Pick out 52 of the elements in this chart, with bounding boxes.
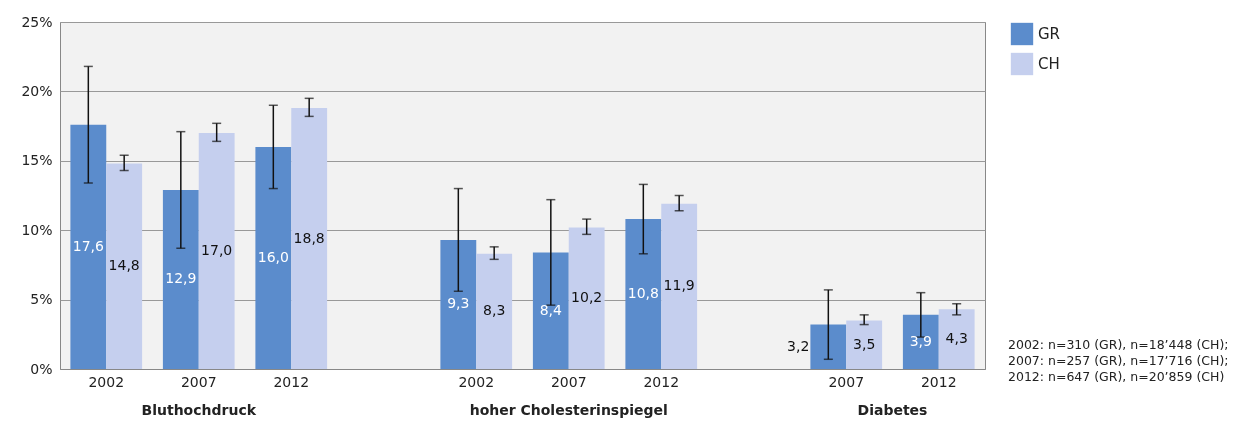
legend-label: CH <box>1038 55 1060 73</box>
data-label: 17,6 <box>72 237 104 254</box>
bar <box>198 133 235 369</box>
legend-label: GR <box>1038 25 1061 43</box>
y-tick-label: 0% <box>30 360 53 377</box>
bar <box>440 239 477 369</box>
x-tick-label: 2007 <box>828 373 865 390</box>
x-tick-label: 2007 <box>180 373 217 390</box>
data-label: 10,8 <box>627 285 659 302</box>
text: 2002: n=310 (GR), n=18’448 (CH); 2007: n=257 (GR), n=17’716 (CH); 2012: n=647 (GR), n=20’859 (CH) <box>1008 337 1229 384</box>
x-tick-label: 2002 <box>88 373 125 390</box>
y-tick-label: 25% <box>21 13 53 30</box>
bar <box>291 108 328 369</box>
bar <box>532 252 569 369</box>
data-label: 11,9 <box>663 277 695 294</box>
x-tick-label: 2002 <box>458 373 495 390</box>
data-label: 10,2 <box>571 289 603 306</box>
data-label: 8,3 <box>483 302 506 319</box>
bar <box>846 320 883 369</box>
bar <box>162 189 199 369</box>
bar <box>625 219 662 369</box>
bar <box>476 253 513 369</box>
bar <box>938 309 975 369</box>
bar <box>70 124 107 369</box>
bar <box>902 314 939 369</box>
text: hoher Cholesterinspiegel <box>469 402 668 418</box>
data-label: 3,9 <box>909 332 932 349</box>
text: Diabetes <box>857 402 928 418</box>
data-label: 12,9 <box>165 270 197 287</box>
bar <box>810 324 847 369</box>
data-label: 4,3 <box>945 330 968 347</box>
data-label: 17,0 <box>201 242 233 259</box>
x-tick-label: 2012 <box>273 373 310 390</box>
data-label: 3,2 <box>787 337 810 354</box>
y-tick-label: 20% <box>21 82 53 99</box>
data-label: 16,0 <box>257 248 289 265</box>
y-tick-label: 15% <box>21 152 53 169</box>
data-label: 8,4 <box>539 301 563 318</box>
x-tick-label: 2012 <box>643 373 680 390</box>
x-tick-label: 2007 <box>550 373 587 390</box>
data-label: 9,3 <box>447 295 470 312</box>
bar <box>661 203 698 369</box>
bar <box>106 163 143 369</box>
bar <box>255 146 292 369</box>
data-label: 18,8 <box>293 229 325 246</box>
y-tick-label: 5% <box>30 291 53 308</box>
text: Bluthochdruck <box>141 402 257 418</box>
x-tick-label: 2012 <box>920 373 957 390</box>
bar <box>568 227 605 369</box>
data-label: 3,5 <box>853 335 876 352</box>
y-tick-label: 10% <box>21 221 53 238</box>
data-label: 14,8 <box>108 257 140 274</box>
